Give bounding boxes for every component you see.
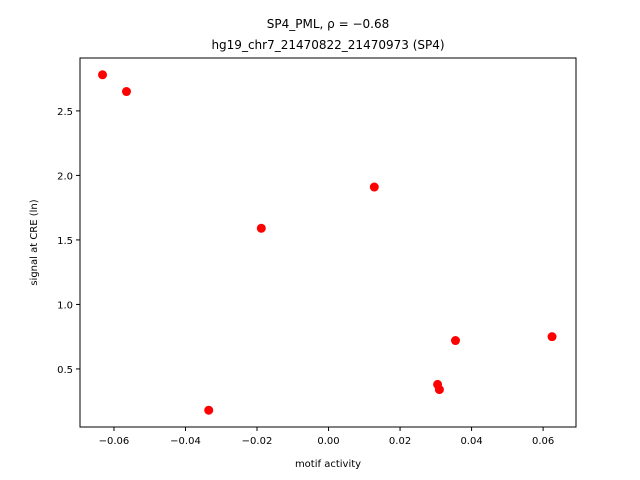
y-axis-ticks: 0.5 1.0 1.5 2.0 2.5 <box>57 107 80 376</box>
y-axis-label: signal at CRE (ln) <box>29 199 40 285</box>
chart-title-line-1: SP4_PML, ρ = −0.68 <box>267 17 389 31</box>
x-tick-label: 0.00 <box>317 436 339 447</box>
scatter-point <box>434 385 444 395</box>
scatter-point <box>369 182 379 192</box>
x-tick-label: 0.06 <box>532 436 554 447</box>
x-tick-label: 0.02 <box>389 436 411 447</box>
y-tick-label: 1.0 <box>57 300 73 311</box>
chart-title-line-2: hg19_chr7_21470822_21470973 (SP4) <box>211 38 444 52</box>
scatter-point <box>547 332 557 342</box>
y-tick-label: 1.5 <box>57 236 73 247</box>
y-tick-label: 2.5 <box>57 107 73 118</box>
x-axis-label: motif activity <box>295 459 361 470</box>
scatter-point <box>450 336 460 346</box>
x-tick-label: 0.04 <box>460 436 482 447</box>
scatter-point <box>256 223 266 233</box>
scatter-point <box>98 70 108 80</box>
x-tick-label: −0.04 <box>170 436 201 447</box>
scatter-point <box>204 405 214 415</box>
x-tick-label: −0.06 <box>99 436 130 447</box>
x-axis-ticks: −0.06 −0.04 −0.02 0.00 0.02 0.04 0.06 <box>99 427 554 447</box>
scatter-point <box>121 87 131 97</box>
x-tick-label: −0.02 <box>242 436 273 447</box>
data-points <box>98 70 557 415</box>
plot-area-frame <box>79 57 577 428</box>
y-tick-label: 0.5 <box>57 365 73 376</box>
y-tick-label: 2.0 <box>57 171 73 182</box>
